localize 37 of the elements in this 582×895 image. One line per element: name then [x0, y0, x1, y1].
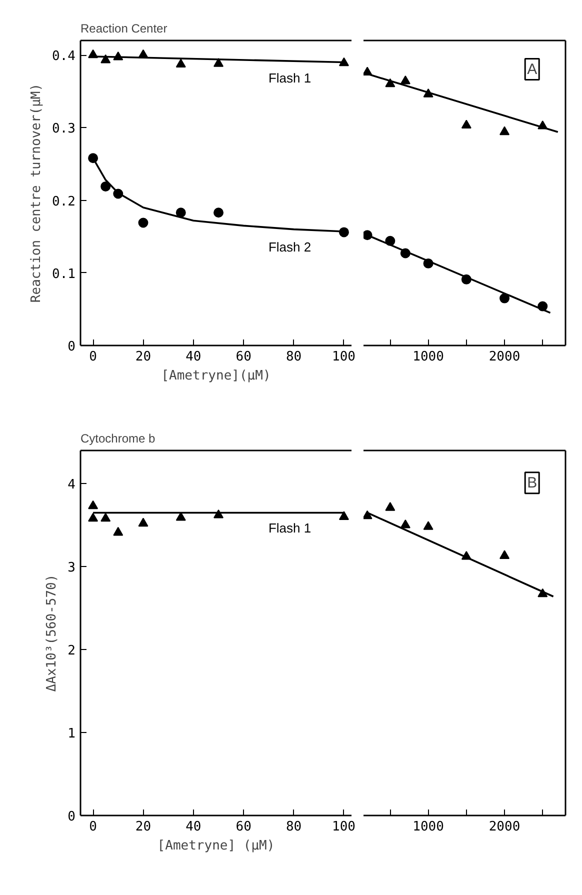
x-tick-label: 60	[236, 350, 252, 364]
annotation: A	[527, 60, 538, 78]
x-tick-label: 20	[135, 820, 152, 834]
y-tick-label: 0	[68, 810, 76, 824]
x-tick-label: 20	[135, 350, 152, 364]
x-tick-label: 60	[236, 820, 252, 834]
x-axis-title: [Ametryne](μM)	[161, 368, 271, 384]
x-tick-label: 2000	[488, 820, 520, 834]
y-tick-label: 2	[68, 644, 76, 659]
x-tick-label: 80	[286, 350, 302, 364]
x-tick-label: 100	[332, 350, 356, 364]
annotation: Flash 1	[268, 520, 312, 536]
y-tick-label: 0.1	[52, 266, 76, 282]
x-tick-label: 1000	[412, 820, 444, 834]
y-tick-label: 4	[68, 478, 76, 493]
y-tick-label: 0.4	[52, 49, 76, 64]
x-tick-label: 1000	[412, 350, 444, 364]
x-tick-label: 40	[186, 350, 202, 364]
annotation: Flash 1	[268, 70, 312, 86]
x-tick-label: 100	[332, 820, 356, 834]
x-tick-label: 0	[89, 820, 97, 834]
annotation: Flash 2	[268, 239, 312, 254]
y-tick-label: 0	[68, 340, 76, 354]
y-axis-title: ΔAx10³(560-570)	[44, 574, 60, 692]
x-tick-label: 40	[186, 820, 202, 834]
y-tick-label: 3	[68, 560, 76, 576]
chart-title: Cytochrome b	[80, 432, 156, 446]
chart-title: Reaction Center	[80, 22, 168, 36]
y-tick-label: 0.2	[52, 194, 76, 210]
x-tick-label: 80	[286, 820, 302, 834]
x-axis-title: [Ametryne] (μM)	[157, 838, 275, 854]
x-tick-label: 2000	[488, 350, 520, 364]
x-tick-label: 0	[89, 350, 97, 364]
y-tick-label: 1	[68, 726, 76, 742]
annotation: B	[527, 474, 538, 492]
y-tick-label: 0.3	[52, 122, 76, 137]
y-axis-title: Reaction centre turnover(μM)	[29, 83, 44, 303]
